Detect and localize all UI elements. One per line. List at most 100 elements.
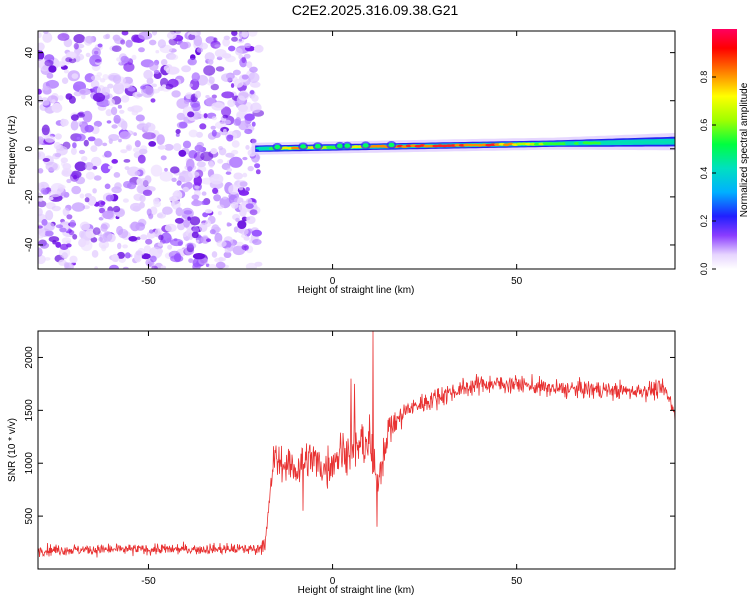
noise-blob <box>79 230 85 238</box>
noise-blob <box>166 31 177 40</box>
noise-blob <box>145 238 153 245</box>
noise-blob <box>226 222 231 227</box>
noise-blob <box>117 251 125 259</box>
noise-blob <box>188 33 196 41</box>
noise-blob <box>252 239 262 245</box>
noise-blob <box>248 72 260 83</box>
noise-blob <box>69 172 80 182</box>
noise-blob <box>176 112 185 121</box>
noise-blob <box>111 124 118 129</box>
noise-blob <box>135 250 143 256</box>
noise-blob <box>164 143 174 151</box>
noise-blob <box>111 159 118 164</box>
spectrogram-y-axis-label: Frequency (Hz) <box>7 116 18 185</box>
noise-blob <box>212 187 219 194</box>
noise-blob <box>87 195 97 206</box>
noise-blob <box>90 156 102 167</box>
noise-blob <box>44 135 56 143</box>
noise-blob <box>182 140 192 149</box>
noise-blob <box>188 129 198 138</box>
noise-blob <box>69 219 76 228</box>
noise-blob <box>212 174 220 180</box>
noise-blob <box>187 111 195 118</box>
noise-blob <box>137 154 146 164</box>
noise-blob <box>73 34 85 44</box>
noise-blob <box>194 185 200 189</box>
noise-blob <box>127 86 136 92</box>
noise-blob <box>149 206 158 215</box>
noise-blob <box>123 159 131 163</box>
noise-blob <box>143 69 153 80</box>
noise-blob <box>125 39 133 48</box>
noise-blob <box>108 264 120 269</box>
noise-blob <box>44 230 54 237</box>
noise-blob <box>38 151 46 160</box>
noise-blob <box>245 187 250 192</box>
noise-blob <box>126 145 131 150</box>
noise-blob <box>84 162 94 171</box>
noise-blob <box>228 45 236 52</box>
noise-blob <box>182 232 187 238</box>
noise-blob <box>119 131 131 140</box>
noise-blob <box>169 54 179 61</box>
spectrogram-noise <box>38 31 264 269</box>
noise-blob <box>41 219 48 226</box>
noise-blob <box>231 31 238 36</box>
colorbar-tick-label: 0.4 <box>699 167 709 180</box>
noise-blob <box>66 178 72 184</box>
noise-blob <box>63 69 69 74</box>
snr-x-tick-label: 0 <box>330 576 336 587</box>
noise-blob <box>140 234 148 240</box>
noise-blob <box>61 77 69 84</box>
noise-blob <box>227 99 236 107</box>
noise-blob <box>121 31 129 36</box>
noise-blob <box>62 207 70 217</box>
noise-blob <box>217 158 224 164</box>
noise-blob <box>79 193 85 199</box>
noise-blob <box>211 116 217 121</box>
noise-blob <box>104 183 111 190</box>
noise-blob <box>43 31 49 34</box>
noise-blob <box>102 142 108 147</box>
noise-blob <box>84 240 90 246</box>
noise-blob <box>171 199 181 210</box>
noise-blob <box>203 65 216 76</box>
noise-blob <box>134 140 141 148</box>
noise-blob <box>206 238 211 242</box>
noise-blob <box>84 124 94 133</box>
noise-blob <box>112 205 121 213</box>
spectrogram-y-tick-label: -20 <box>24 189 35 204</box>
noise-blob <box>168 250 181 259</box>
noise-blob <box>245 145 250 150</box>
snr-y-ticks: 500 1000 1500 2000 <box>24 346 675 524</box>
noise-blob <box>247 31 258 37</box>
noise-blob <box>117 242 122 250</box>
colorbar-ticks: 0.0 0.2 0.4 0.6 0.8 <box>699 71 716 275</box>
snr-x-axis-label: Height of straight line (km) <box>298 585 415 596</box>
snr-panel: -50 0 50 500 1000 1500 2000 Height of straigh… <box>7 330 676 596</box>
noise-blob <box>225 152 235 158</box>
noise-blob <box>118 89 124 94</box>
noise-blob <box>230 201 239 209</box>
noise-blob <box>233 78 244 88</box>
noise-blob <box>205 219 212 228</box>
noise-blob <box>107 165 113 170</box>
noise-blob <box>106 120 112 124</box>
noise-blob <box>119 109 125 114</box>
noise-blob <box>214 232 223 243</box>
noise-blob <box>136 93 143 98</box>
colorbar-tick-label: 0.6 <box>699 119 709 132</box>
noise-blob <box>118 228 129 239</box>
noise-blob <box>140 85 147 90</box>
noise-blob <box>202 212 209 218</box>
ridge-nodule-core <box>388 142 395 148</box>
noise-blob <box>60 118 69 127</box>
noise-blob <box>127 106 135 112</box>
noise-blob <box>68 229 75 236</box>
noise-blob <box>192 253 206 260</box>
noise-blob <box>38 254 46 265</box>
noise-blob <box>194 144 204 152</box>
noise-blob <box>157 145 166 150</box>
noise-blob <box>70 120 79 131</box>
noise-blob <box>123 62 135 72</box>
